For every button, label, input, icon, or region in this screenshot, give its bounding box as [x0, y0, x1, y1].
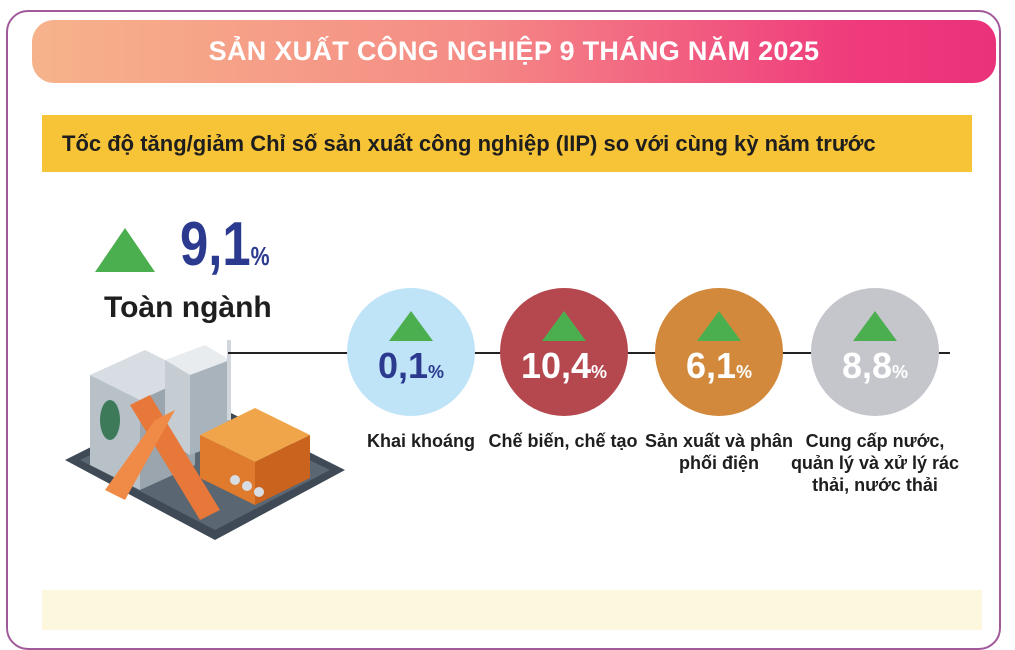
sector-circle-khai-khoang: 0,1% — [347, 288, 475, 416]
sector-value-unit: % — [736, 362, 753, 382]
sector-circle-che-bien: 10,4% — [500, 288, 628, 416]
sector-label: Cung cấp nước, quản lý và xử lý rác thải… — [790, 431, 960, 495]
bottom-panel — [42, 590, 982, 630]
sector-value-unit: % — [892, 362, 909, 382]
sector-value-number: 0,1 — [377, 345, 429, 386]
page-title: SẢN XUẤT CÔNG NGHIỆP 9 THÁNG NĂM 2025 — [208, 36, 820, 66]
sector-value-number: 10,4 — [520, 345, 592, 386]
total-label: Toàn ngành — [104, 291, 272, 324]
factory-illustration — [65, 340, 345, 540]
total-value: 9,1% — [180, 214, 270, 287]
up-arrow-icon — [697, 311, 741, 341]
sector-value-number: 8,8 — [841, 345, 893, 386]
sector-value: 0,1% — [347, 346, 475, 392]
sector-value: 6,1% — [655, 346, 783, 392]
sector-value: 8,8% — [811, 346, 939, 392]
sector-value-number: 6,1 — [685, 345, 737, 386]
up-arrow-icon — [389, 311, 433, 341]
sector-label: Sản xuất và phân phối điện — [644, 431, 794, 473]
up-arrow-icon — [95, 228, 155, 272]
sector-label: Chế biến, chế tạo — [488, 431, 638, 451]
chart-subtitle: Tốc độ tăng/giảm Chỉ số sản xuất công ng… — [62, 130, 876, 156]
total-value-unit: % — [250, 241, 270, 271]
sector-circle-dien: 6,1% — [655, 288, 783, 416]
total-value-number: 9,1 — [180, 210, 251, 279]
up-arrow-icon — [542, 311, 586, 341]
sector-circle-nuoc: 8,8% — [811, 288, 939, 416]
sector-label: Khai khoáng — [366, 431, 475, 451]
sector-value: 10,4% — [500, 346, 628, 392]
subtitle-bar: Tốc độ tăng/giảm Chỉ số sản xuất công ng… — [42, 115, 972, 172]
sector-value-unit: % — [591, 362, 608, 382]
title-banner: SẢN XUẤT CÔNG NGHIỆP 9 THÁNG NĂM 2025 — [32, 20, 996, 83]
sector-value-unit: % — [428, 362, 445, 382]
up-arrow-icon — [853, 311, 897, 341]
